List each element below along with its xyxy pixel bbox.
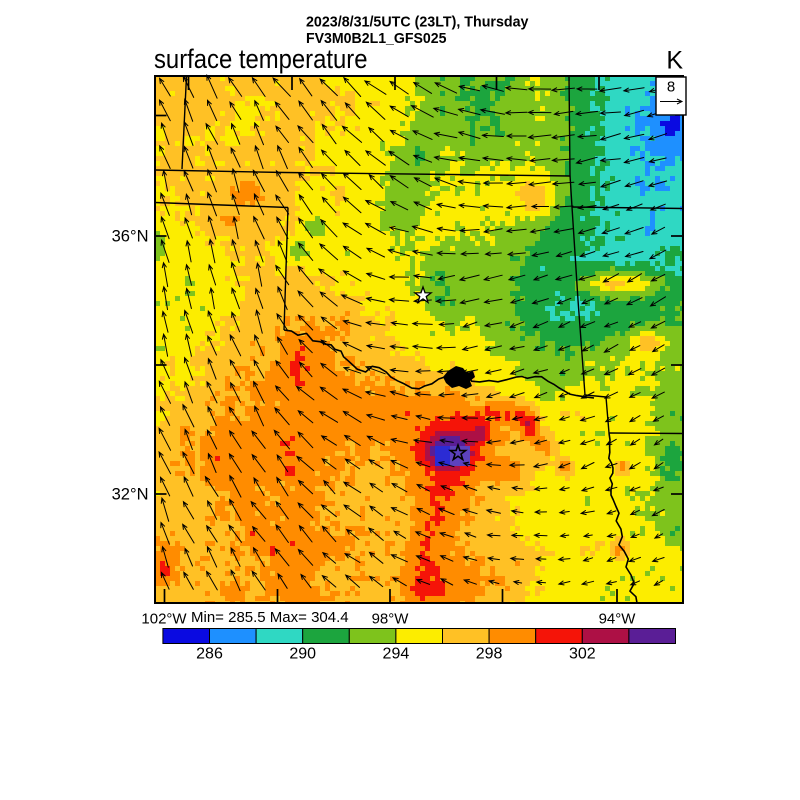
svg-text:286: 286	[196, 646, 223, 663]
svg-text:surface temperature: surface temperature	[154, 44, 368, 74]
svg-text:2023/8/31/5UTC (23LT), Thursda: 2023/8/31/5UTC (23LT), Thursday	[306, 14, 529, 31]
svg-text:Min= 285.5 Max= 304.4: Min= 285.5 Max= 304.4	[191, 609, 349, 626]
svg-text:298: 298	[476, 646, 503, 663]
svg-text:K: K	[666, 47, 683, 75]
svg-text:102°W: 102°W	[141, 611, 187, 628]
svg-text:98°W: 98°W	[372, 611, 410, 628]
svg-text:36°N: 36°N	[112, 227, 149, 245]
svg-text:94°W: 94°W	[599, 611, 637, 628]
svg-text:FV3M0B2L1_GFS025: FV3M0B2L1_GFS025	[306, 30, 447, 47]
svg-text:302: 302	[569, 646, 596, 663]
svg-text:290: 290	[289, 646, 316, 663]
svg-text:8: 8	[667, 78, 675, 95]
svg-text:32°N: 32°N	[112, 485, 149, 503]
svg-text:294: 294	[383, 646, 410, 663]
